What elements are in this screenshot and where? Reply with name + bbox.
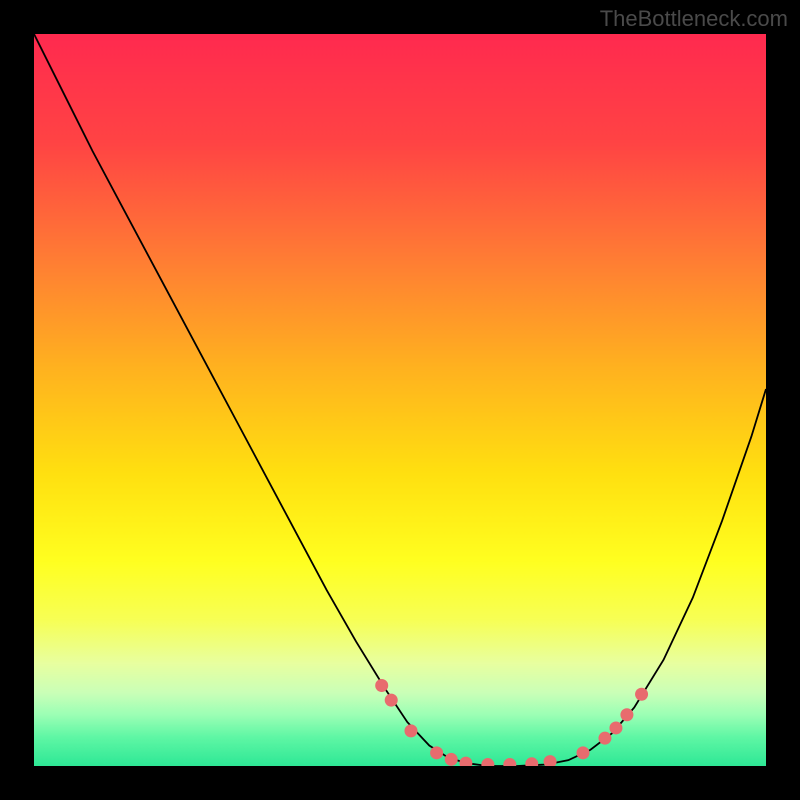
marker-point xyxy=(620,708,633,721)
chart-svg xyxy=(34,34,766,766)
chart-area xyxy=(34,34,766,766)
marker-point xyxy=(577,746,590,759)
marker-point xyxy=(445,753,458,766)
marker-point xyxy=(598,732,611,745)
marker-point xyxy=(525,757,538,766)
marker-point xyxy=(609,721,622,734)
marker-point xyxy=(481,758,494,766)
curve-left-descent xyxy=(34,34,488,766)
marker-point xyxy=(503,758,516,766)
marker-point xyxy=(430,746,443,759)
marker-point xyxy=(635,688,648,701)
marker-point xyxy=(459,757,472,766)
watermark-text: TheBottleneck.com xyxy=(600,6,788,32)
marker-point xyxy=(375,679,388,692)
marker-point xyxy=(544,755,557,766)
marker-point xyxy=(404,724,417,737)
marker-point xyxy=(385,694,398,707)
